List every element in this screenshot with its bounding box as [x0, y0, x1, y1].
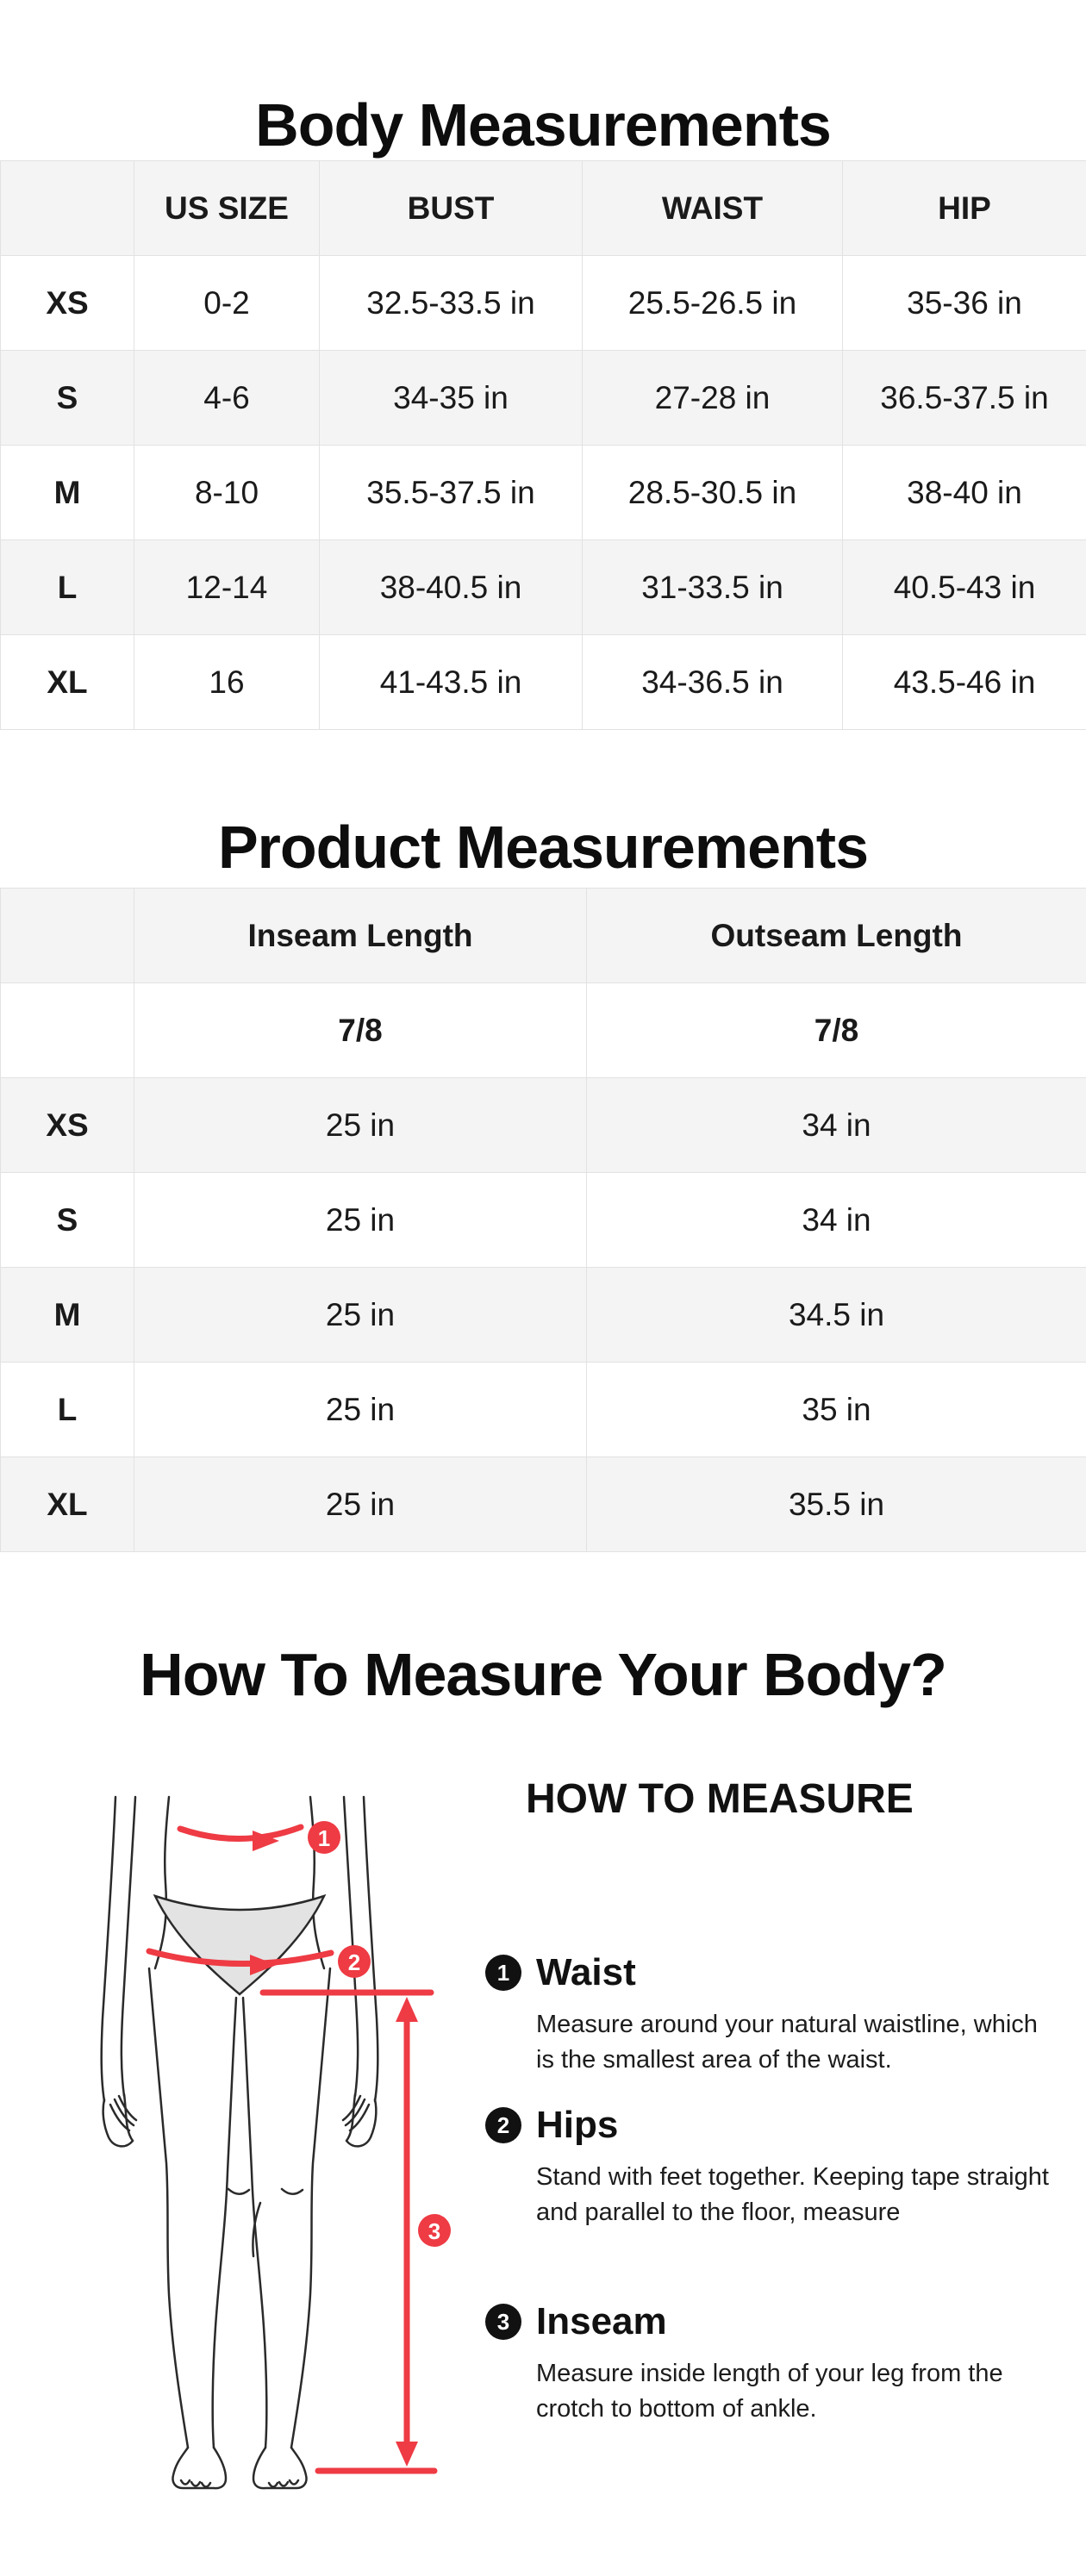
hips-tape-icon: 2: [146, 1945, 371, 1978]
table-cell: 25 in: [134, 1172, 587, 1268]
step-badge: 2: [485, 2107, 521, 2143]
step-badge: 3: [485, 2304, 521, 2340]
table-cell: 27-28 in: [582, 350, 843, 446]
table-cell: 25 in: [134, 1456, 587, 1552]
row-label: M: [0, 445, 134, 540]
table-row: M 25 in 34.5 in: [0, 1267, 1086, 1363]
inseam-step-number: 3: [428, 2218, 440, 2244]
body-measurements-title: Body Measurements: [255, 90, 832, 159]
table-cell: 32.5-33.5 in: [319, 255, 583, 351]
how-to-measure-title: How To Measure Your Body?: [140, 1640, 947, 1708]
table-row: XL 25 in 35.5 in: [0, 1456, 1086, 1552]
step-badge: 1: [485, 1955, 521, 1991]
product-measurements-rows: 7/8 7/8 XS 25 in 34 in S 25 in 34 in M 25 in 34.5 …: [0, 982, 1086, 1552]
table-cell: 34 in: [586, 1077, 1086, 1173]
step-hips-label: Hips: [536, 2104, 619, 2146]
column-header: US SIZE: [134, 160, 320, 256]
step-inseam-text: Measure inside length of your leg from t…: [536, 2360, 1003, 2423]
table-cell: 4-6: [134, 350, 320, 446]
product-measurements-header: Inseam Length Outseam Length: [0, 888, 1086, 983]
how-to-panel-title: HOW TO MEASURE: [526, 1776, 914, 1822]
underwear-shape: [153, 1893, 327, 1996]
hips-step-number: 2: [348, 1949, 360, 1975]
table-row: L 25 in 35 in: [0, 1362, 1086, 1457]
row-label: L: [0, 1362, 134, 1457]
column-header: [0, 888, 134, 983]
row-label: XL: [0, 1456, 134, 1552]
header-row: US SIZE BUST WAIST HIP: [0, 160, 1086, 256]
figure-outline-icon: [100, 1795, 379, 2490]
table-cell: 0-2: [134, 255, 320, 351]
column-header: [0, 160, 134, 256]
waist-tape-icon: 1: [177, 1821, 340, 1854]
table-cell: 35 in: [586, 1362, 1086, 1457]
table-cell: 25 in: [134, 1362, 587, 1457]
step-inseam: 3 Inseam Measure inside length of your l…: [485, 2301, 1053, 2427]
waist-step-number: 1: [318, 1825, 330, 1851]
column-header: WAIST: [582, 160, 843, 256]
table-cell: 12-14: [134, 540, 320, 635]
table-cell: 28.5-30.5 in: [582, 445, 843, 540]
row-label: XL: [0, 634, 134, 730]
table-row: XS 0-2 32.5-33.5 in 25.5-26.5 in 35-36 in: [0, 255, 1086, 351]
column-header: Outseam Length: [586, 888, 1086, 983]
row-label: XS: [0, 1077, 134, 1173]
table-row: 7/8 7/8: [0, 982, 1086, 1078]
row-label: XS: [0, 255, 134, 351]
column-header: Inseam Length: [134, 888, 587, 983]
table-cell: 35.5 in: [586, 1456, 1086, 1552]
step-waist-text: Measure around your natural waistline, w…: [536, 2011, 1038, 2074]
table-cell: 36.5-37.5 in: [842, 350, 1086, 446]
body-measurements-header: US SIZE BUST WAIST HIP: [0, 160, 1086, 256]
table-cell: 25.5-26.5 in: [582, 255, 843, 351]
step-waist: 1 Waist Measure around your natural wais…: [485, 1952, 1053, 2078]
table-cell: 7/8: [586, 982, 1086, 1078]
row-label: [0, 982, 134, 1078]
table-cell: 40.5-43 in: [842, 540, 1086, 635]
table-row: S 4-6 34-35 in 27-28 in 36.5-37.5 in: [0, 350, 1086, 446]
table-cell: 25 in: [134, 1267, 587, 1363]
column-header: HIP: [842, 160, 1086, 256]
table-cell: 34-36.5 in: [582, 634, 843, 730]
table-cell: 41-43.5 in: [319, 634, 583, 730]
table-cell: 35.5-37.5 in: [319, 445, 583, 540]
row-label: S: [0, 350, 134, 446]
step-waist-label: Waist: [536, 1951, 636, 1993]
row-label: S: [0, 1172, 134, 1268]
body-measurements-table: US SIZE BUST WAIST HIP XS 0-2 32.5-33.5 in 25.…: [0, 160, 1086, 730]
table-cell: 34.5 in: [586, 1267, 1086, 1363]
step-inseam-label: Inseam: [536, 2300, 667, 2342]
table-cell: 31-33.5 in: [582, 540, 843, 635]
table-cell: 34-35 in: [319, 350, 583, 446]
row-label: M: [0, 1267, 134, 1363]
step-hips: 2 Hips Stand with feet together. Keeping…: [485, 2105, 1053, 2230]
table-cell: 35-36 in: [842, 255, 1086, 351]
column-header: BUST: [319, 160, 583, 256]
table-row: L 12-14 38-40.5 in 31-33.5 in 40.5-43 in: [0, 540, 1086, 635]
table-cell: 34 in: [586, 1172, 1086, 1268]
table-cell: 38-40 in: [842, 445, 1086, 540]
header-row: Inseam Length Outseam Length: [0, 888, 1086, 983]
step-hips-text: Stand with feet together. Keeping tape s…: [536, 2163, 1049, 2226]
inseam-arrow-icon: 3: [259, 1989, 451, 2474]
product-measurements-table: Inseam Length Outseam Length 7/8 7/8 XS 25 i…: [0, 888, 1086, 1552]
table-row: S 25 in 34 in: [0, 1172, 1086, 1268]
body-measurements-rows: XS 0-2 32.5-33.5 in 25.5-26.5 in 35-36 in S 4-…: [0, 255, 1086, 730]
table-row: XS 25 in 34 in: [0, 1077, 1086, 1173]
body-diagram: 1 2 3: [100, 1795, 451, 2490]
table-cell: 38-40.5 in: [319, 540, 583, 635]
table-cell: 43.5-46 in: [842, 634, 1086, 730]
product-measurements-title: Product Measurements: [217, 813, 869, 881]
table-cell: 7/8: [134, 982, 587, 1078]
table-cell: 8-10: [134, 445, 320, 540]
table-cell: 25 in: [134, 1077, 587, 1173]
table-row: M 8-10 35.5-37.5 in 28.5-30.5 in 38-40 in: [0, 445, 1086, 540]
table-cell: 16: [134, 634, 320, 730]
row-label: L: [0, 540, 134, 635]
table-row: XL 16 41-43.5 in 34-36.5 in 43.5-46 in: [0, 634, 1086, 730]
